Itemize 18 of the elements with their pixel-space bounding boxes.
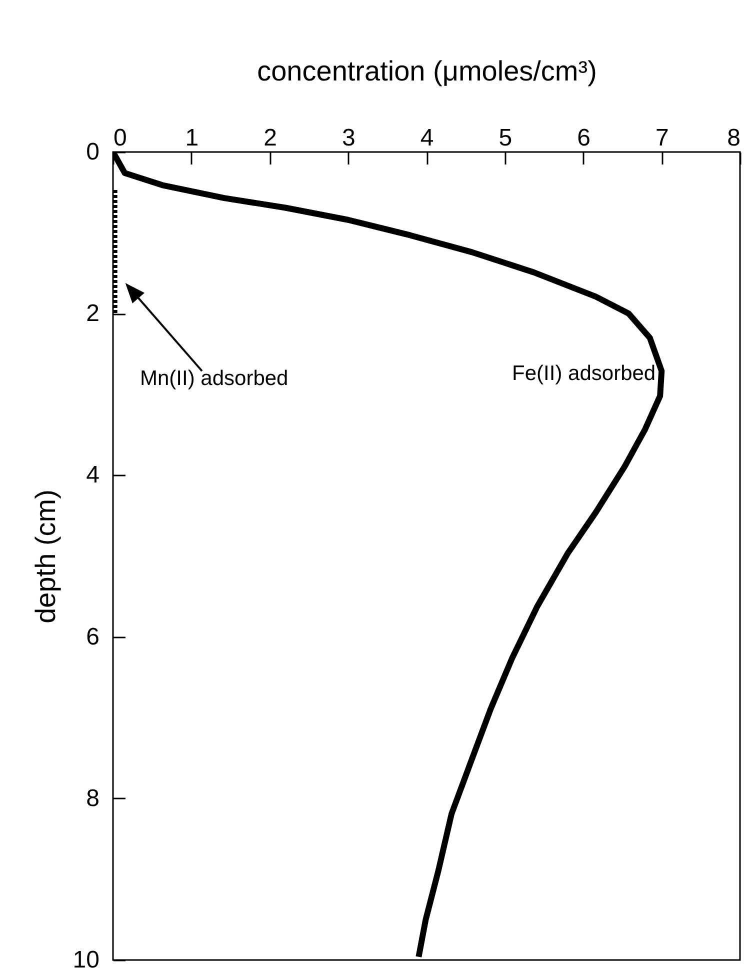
x-tick-label: 0: [114, 124, 127, 152]
x-tick-label: 6: [577, 124, 590, 152]
x-tick-label: 7: [655, 124, 669, 152]
y-tick-label: 10: [72, 946, 100, 972]
x-tick-label: 2: [264, 124, 277, 152]
annotation: Mn(II) adsorbed: [140, 367, 288, 390]
x-axis-title: concentration (μmoles/cm³): [257, 56, 597, 86]
y-axis-title: depth (cm): [30, 490, 61, 624]
y-tick-label: 4: [86, 462, 100, 489]
x-tick-label: 1: [185, 124, 199, 152]
x-tick-label: 3: [342, 124, 356, 152]
annotation: Fe(II) adsorbed: [512, 362, 656, 386]
x-tick-label: 8: [727, 124, 740, 152]
x-tick-label: 4: [420, 124, 434, 152]
x-tick-label: 5: [498, 124, 512, 152]
y-tick-label: 8: [86, 784, 100, 812]
y-tick-label: 2: [86, 300, 100, 328]
y-tick-label: 6: [86, 623, 100, 650]
